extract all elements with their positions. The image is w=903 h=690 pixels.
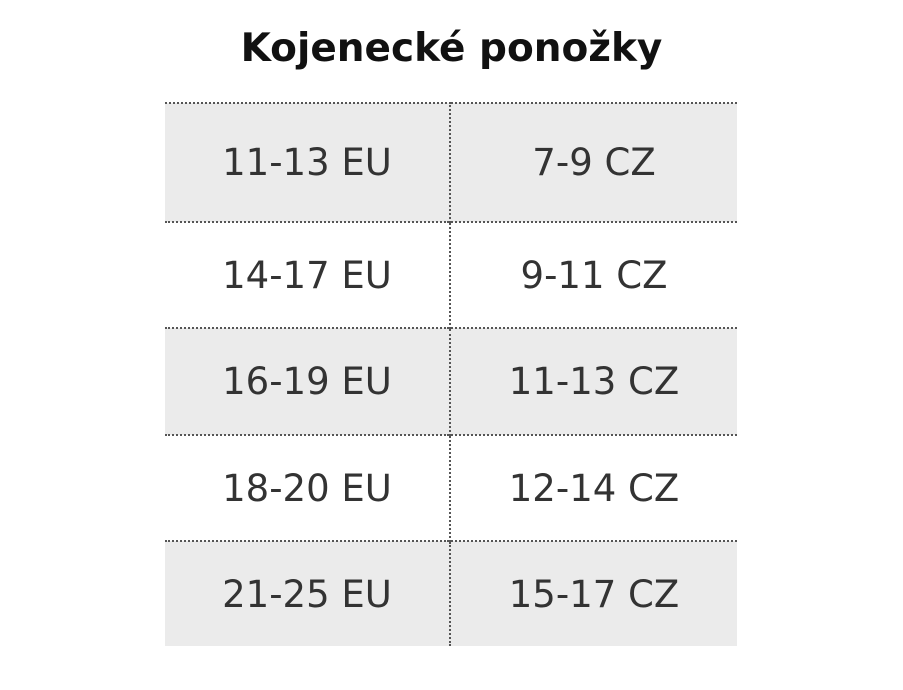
table-title: Kojenecké ponožky	[240, 26, 663, 71]
table-row: 21-25 EU 15-17 CZ	[165, 540, 737, 646]
table-cell: 21-25 EU	[165, 540, 451, 646]
table-cell: 15-17 CZ	[450, 540, 737, 646]
table-row: 16-19 EU 11-13 CZ	[165, 327, 737, 435]
table-cell: 7-9 CZ	[450, 102, 737, 222]
table-cell: 14-17 EU	[165, 221, 451, 328]
table-row: 18-20 EU 12-14 CZ	[165, 434, 737, 541]
table-cell: 11-13 CZ	[450, 327, 737, 435]
table-cell: 11-13 EU	[165, 102, 451, 222]
table-body: 11-13 EU 7-9 CZ 14-17 EU 9-11 CZ 16-19 EU 11-…	[165, 102, 737, 646]
table-cell: 18-20 EU	[165, 434, 451, 541]
size-table: 11-13 EU 7-9 CZ 14-17 EU 9-11 CZ 16-19 EU 11-…	[165, 102, 737, 646]
table-cell: 12-14 CZ	[450, 434, 737, 541]
table-cell: 9-11 CZ	[450, 221, 737, 328]
table-cell: 16-19 EU	[165, 327, 451, 435]
table-row: 14-17 EU 9-11 CZ	[165, 221, 737, 328]
table-row: 11-13 EU 7-9 CZ	[165, 102, 737, 222]
